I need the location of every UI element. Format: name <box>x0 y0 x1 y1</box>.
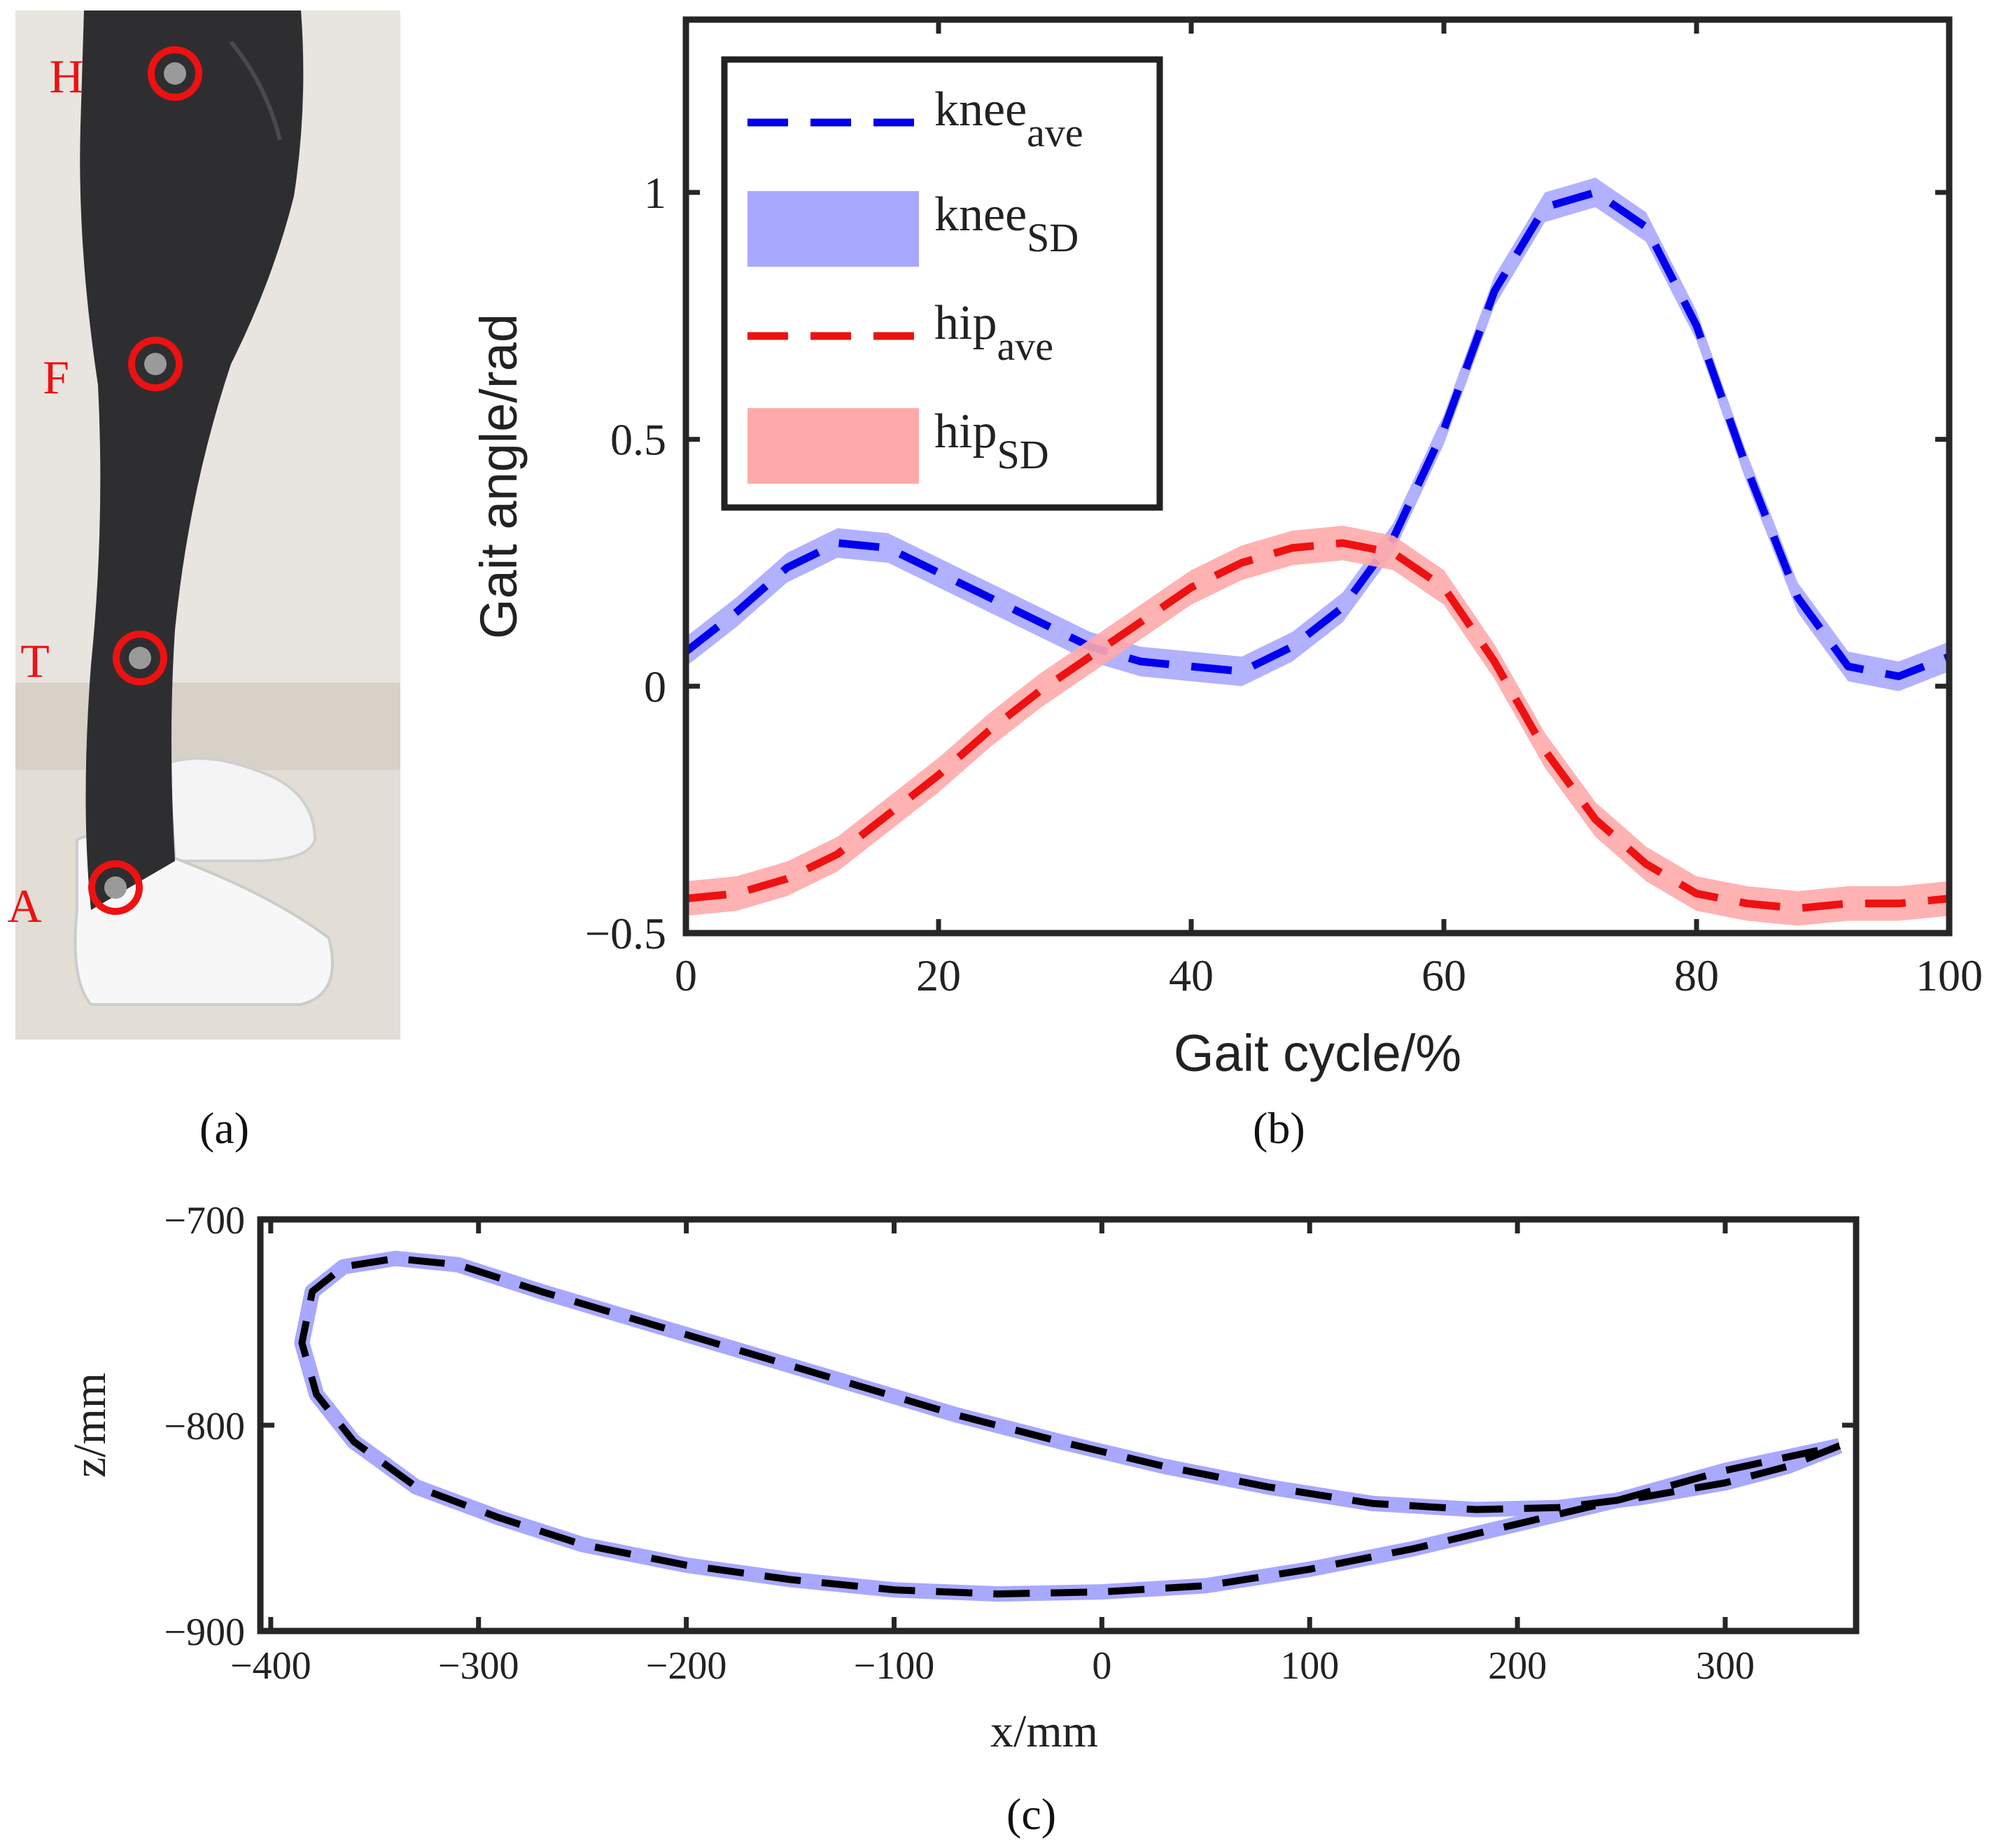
y-tick-label-b: 0.5 <box>610 415 666 465</box>
marker-ring-hip <box>148 46 202 101</box>
y-tick-label-b: 0 <box>644 662 666 711</box>
marker-label-ankle: A <box>7 879 41 932</box>
leg-silhouette <box>80 10 304 910</box>
legend-label-hip-SD: hipSD <box>934 405 1049 477</box>
y-tick-label-c: −900 <box>164 1611 245 1654</box>
y-tick-label-c: −800 <box>164 1405 245 1448</box>
x-axis-label-c: x/mm <box>990 1706 1098 1757</box>
x-tick-label-c: 200 <box>1488 1644 1547 1688</box>
legend-label-hip-ave: hipave <box>934 296 1053 369</box>
legend-swatch-hip-SD <box>747 408 919 484</box>
caption-c: (c) <box>1006 1789 1057 1839</box>
x-tick-label-b: 60 <box>1421 951 1466 1000</box>
x-tick-label-c: 0 <box>1092 1644 1111 1688</box>
knee-ave-line <box>686 188 1949 680</box>
x-tick-label-c: 100 <box>1280 1644 1339 1688</box>
marker-ring-femur <box>128 337 183 391</box>
marker-ball-hip <box>164 62 186 85</box>
x-tick-label-c: −200 <box>646 1644 727 1688</box>
x-tick-label-b: 20 <box>916 951 961 1000</box>
marker-label-tibia: T <box>20 634 50 687</box>
y-tick-label-b: 1 <box>644 168 666 218</box>
caption-b: (b) <box>1253 1103 1305 1153</box>
x-tick-label-c: −100 <box>854 1644 935 1688</box>
marker-label-femur: F <box>43 351 69 404</box>
hip-sd-band <box>686 526 1949 926</box>
x-tick-label-b: 0 <box>675 951 697 1000</box>
marker-ring-tibia <box>113 631 167 685</box>
ankle-trajectory-chart: −400 −300 −200 −100 0 100 200 300 −900 −800 −700 x/… <box>64 1199 1860 1757</box>
caption-a: (a) <box>199 1103 250 1153</box>
hip-ave-line <box>686 539 1949 913</box>
plot-area-b <box>686 177 1949 926</box>
legend-swatch-knee-SD <box>747 191 919 267</box>
legend-label-knee-ave: kneeave <box>934 83 1083 155</box>
legend-label-knee-SD: kneeSD <box>934 188 1079 260</box>
legend-b: kneeave kneeSD hipave hipSD <box>721 56 1163 511</box>
x-tick-label-c: −400 <box>230 1644 311 1688</box>
plot-area-c <box>294 1250 1843 1602</box>
x-tick-label-b: 80 <box>1674 951 1719 1000</box>
marker-ball-tibia <box>129 647 151 669</box>
marker-ball-femur <box>144 353 167 375</box>
photo-markers: H F T A <box>7 46 202 932</box>
marker-ring-ankle <box>88 860 143 915</box>
x-tick-label-c: 300 <box>1696 1644 1755 1688</box>
x-tick-label-b: 40 <box>1169 951 1214 1000</box>
y-tick-label-b: −0.5 <box>585 909 666 958</box>
trajectory-line <box>298 1254 1841 1598</box>
y-axis-label-b: Gait angle/rad <box>470 314 528 639</box>
axes-frame-b <box>682 16 1953 937</box>
y-tick-label-c: −700 <box>164 1199 245 1242</box>
marker-ball-ankle <box>104 876 127 899</box>
knee-sd-band <box>686 177 1949 692</box>
x-tick-label-c: −300 <box>438 1644 519 1688</box>
x-axis-label-b: Gait cycle/% <box>1174 1024 1461 1082</box>
x-tick-label-b: 100 <box>1916 951 1983 1000</box>
marker-label-hip: H <box>49 50 83 103</box>
back-shoe <box>166 757 317 862</box>
y-axis-label-c: z/mm <box>64 1373 115 1478</box>
trajectory-band <box>294 1250 1843 1602</box>
photo-panel <box>15 10 400 1040</box>
